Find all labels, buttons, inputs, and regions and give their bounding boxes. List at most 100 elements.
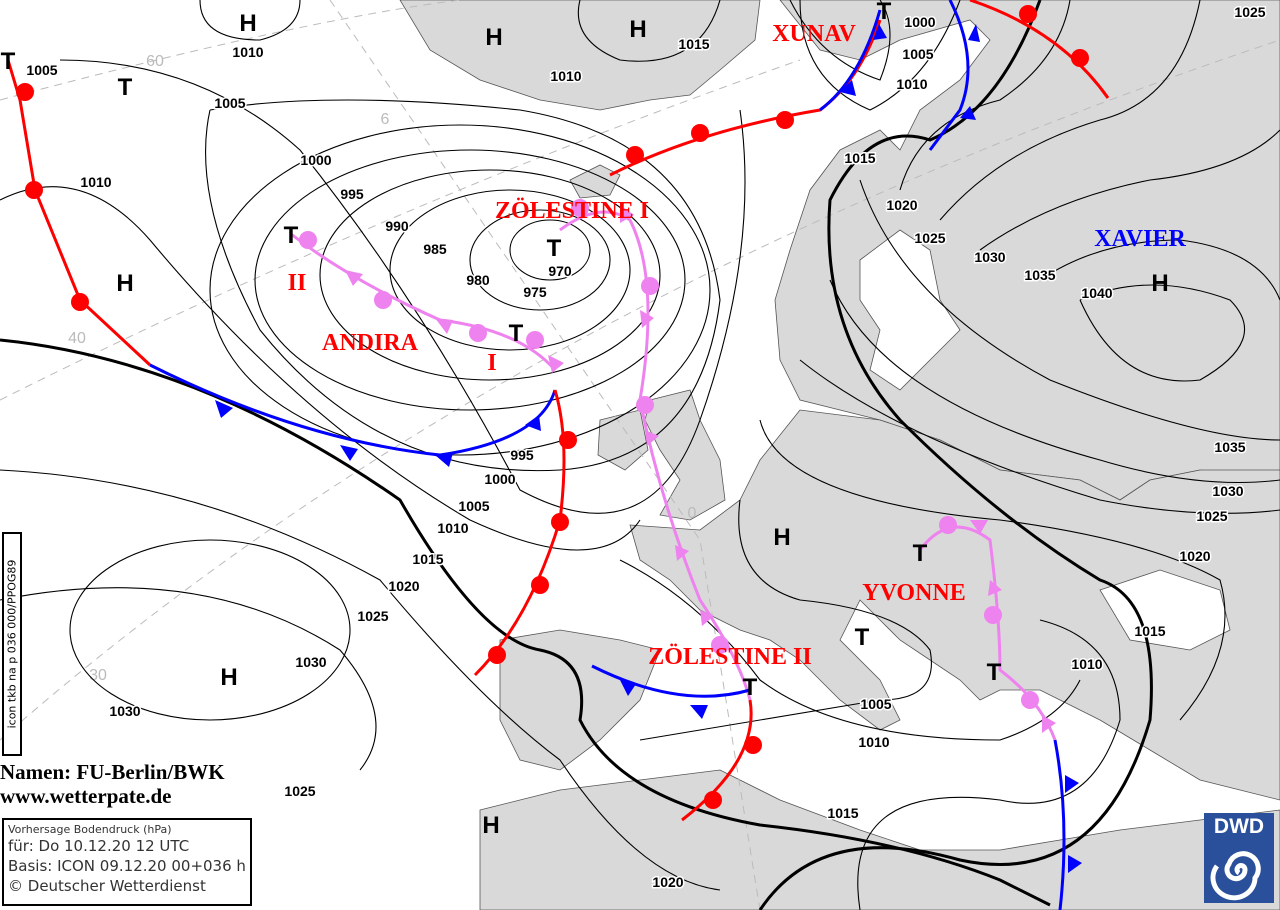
high-center: H — [220, 664, 237, 691]
isobar-label: 995 — [510, 447, 534, 463]
isobar-label: 1030 — [1212, 483, 1243, 499]
high-center: H — [1151, 270, 1168, 297]
info-title: Vorhersage Bodendruck (hPa) — [8, 823, 172, 836]
isobar-label: 1025 — [357, 608, 388, 624]
grid-label: 60 — [146, 53, 164, 70]
low-name: II — [288, 270, 307, 296]
isobar-label: 1020 — [388, 578, 419, 594]
iberia — [499, 629, 661, 771]
europe-continent — [629, 409, 1280, 801]
low-name: ZÖLESTINE II — [648, 644, 811, 670]
dwd-logo: DWD — [1204, 813, 1274, 903]
low-name: ANDIRA — [322, 330, 419, 356]
isobar-label: 1005 — [26, 62, 57, 78]
isobar-label: 1010 — [437, 520, 468, 536]
isobar-label: 995 — [340, 186, 364, 202]
isobar-label: 1000 — [300, 152, 331, 168]
ireland — [597, 409, 649, 471]
isobar-label: 1040 — [1081, 285, 1112, 301]
high-name: XAVIER — [1094, 226, 1186, 252]
isobar-label: 1030 — [295, 654, 326, 670]
isobar-label: 1025 — [1234, 4, 1265, 20]
isobar-label: 1005 — [902, 46, 933, 62]
low-center: T — [509, 320, 524, 347]
naming-credit: Namen: FU-Berlin/BWK — [0, 760, 225, 784]
warm-front — [609, 19, 882, 177]
isobar-label: 1030 — [974, 249, 1005, 265]
product-code-box: icon tkb na p 036 000/PPOG89 — [2, 532, 22, 756]
isobar-label: 1005 — [214, 95, 245, 111]
isobar-label: 1010 — [550, 68, 581, 84]
isobar-label: 1025 — [284, 783, 315, 799]
forecast-info-box: Vorhersage Bodendruck (hPa) für: Do 10.1… — [2, 818, 252, 906]
isobar-label: 1025 — [914, 230, 945, 246]
product-code: icon tkb na p 036 000/PPOG89 — [5, 559, 19, 729]
low-center: T — [118, 74, 133, 101]
low-center: T — [855, 624, 870, 651]
isobar-label: 1035 — [1024, 267, 1055, 283]
landmasses — [399, 0, 1280, 910]
low-name: I — [487, 350, 496, 376]
high-center: H — [116, 270, 133, 297]
isobar-labels: 1005 1010 1005 1010 1000 995 990 985 980… — [25, 3, 1267, 892]
isobar-label: 980 — [466, 272, 490, 288]
spiral-icon — [1210, 851, 1261, 901]
cold-front — [1053, 739, 1066, 910]
high-center: H — [482, 812, 499, 839]
isobar-label: 1010 — [896, 76, 927, 92]
isobar-label: 1010 — [232, 44, 263, 60]
isobar-label: 1020 — [886, 197, 917, 213]
grid-label: 30 — [89, 667, 107, 684]
isobar-label: 970 — [548, 263, 572, 279]
iceland — [569, 164, 621, 199]
isobar-label: 1005 — [860, 696, 891, 712]
low-center: T — [1, 48, 16, 75]
grid-label: 40 — [68, 330, 86, 347]
cold-front — [928, 0, 970, 151]
low-name: YVONNE — [862, 580, 966, 606]
isobar-label: 985 — [423, 241, 447, 257]
pressure-centers: H H H H H H H H T T T T T T T T T T — [1, 0, 1169, 839]
dwd-logo-text: DWD — [1213, 815, 1265, 838]
fronts — [6, 0, 1110, 910]
system-names: XUNAV ZÖLESTINE I II ANDIRA I XAVIER YVO… — [288, 21, 1187, 670]
isobar-label: 1010 — [1071, 656, 1102, 672]
warm-front — [681, 699, 753, 822]
high-center: H — [485, 24, 502, 51]
isobar-label: 1020 — [1179, 548, 1210, 564]
low-center: T — [547, 235, 562, 262]
isobar-label: 1015 — [844, 150, 875, 166]
info-copyright: © Deutscher Wetterdienst — [8, 877, 206, 895]
isobar-label: 1025 — [1196, 508, 1227, 524]
grid-label: 0 — [688, 505, 697, 522]
isobar-label: 1005 — [458, 498, 489, 514]
isobar-label: 1010 — [858, 734, 889, 750]
isobar-label: 1030 — [109, 703, 140, 719]
low-center: T — [284, 222, 299, 249]
info-valid-time: für: Do 10.12.20 12 UTC — [8, 837, 190, 855]
isobar-label: 1015 — [412, 551, 443, 567]
info-basis: Basis: ICON 09.12.20 00+036 h — [8, 857, 246, 875]
website-link[interactable]: www.wetterpate.de — [0, 784, 172, 808]
high-center: H — [629, 16, 646, 43]
high-center: H — [773, 524, 790, 551]
cold-front — [149, 363, 557, 457]
grid-label: 6 — [381, 111, 390, 128]
high-center: H — [239, 10, 256, 37]
warm-front-symbols — [16, 5, 1089, 809]
cold-front — [591, 664, 751, 698]
black-sea — [1099, 569, 1231, 651]
warm-front — [6, 59, 152, 367]
credits: Namen: FU-Berlin/BWK www.wetterpate.de — [0, 760, 225, 808]
isobar-label: 1035 — [1214, 439, 1245, 455]
isobar-label: 1010 — [80, 174, 111, 190]
low-name: ZÖLESTINE I — [495, 198, 649, 224]
isobar-label: 990 — [385, 218, 409, 234]
isobar-label: 1000 — [904, 14, 935, 30]
baltic-sea — [859, 229, 961, 391]
isobar-label: 1020 — [652, 874, 683, 890]
occlusion-symbols — [299, 199, 1056, 733]
cold-front-symbols — [215, 24, 1082, 873]
